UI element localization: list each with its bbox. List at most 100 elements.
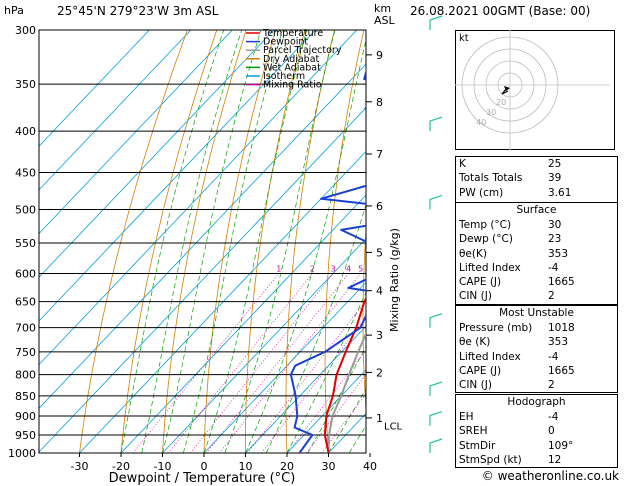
temperature-tick-label: 20: [280, 460, 294, 473]
surface-value: 2: [548, 290, 555, 303]
isotherm-line: [39, 30, 275, 278]
copyright-footer: © weatheronline.co.uk: [481, 469, 619, 483]
hodograph-trace: [501, 88, 509, 95]
index-label: PW (cm): [459, 186, 504, 199]
index-value: 3.61: [548, 186, 572, 199]
storm-motion-marker: [504, 86, 510, 91]
pressure-unit-label: hPa: [4, 4, 24, 17]
isotherm-line: [39, 107, 366, 453]
index-label: Totals Totals: [459, 172, 523, 185]
surface-value: 30: [548, 219, 562, 231]
surface-label: CIN (J): [459, 290, 492, 303]
mixing-ratio-line: [261, 317, 366, 453]
hodograph-ring-label: 20: [496, 98, 506, 107]
surface-row: CAPE (J) 1665: [456, 275, 617, 289]
hodograph-index-value: 12: [548, 453, 562, 466]
temperature-line: [323, 296, 366, 453]
wind-barb: [429, 15, 443, 30]
pressure-tick-label: 700: [15, 322, 36, 335]
pressure-tick-label: 500: [15, 203, 36, 216]
mixing-ratio-value-label: 4: [346, 265, 351, 274]
legend-label: Dry Adiabat: [263, 54, 320, 65]
wind-barb: [429, 194, 443, 210]
most-unstable-value: 1018: [548, 322, 575, 334]
mixing-ratio-line: [287, 349, 366, 453]
pressure-tick-label: 900: [15, 410, 36, 423]
km-tick-label: 8: [376, 96, 383, 109]
index-value: 25: [548, 158, 562, 170]
surface-row: CIN (J) 2: [456, 289, 617, 303]
wet-adiabat-line: [203, 30, 308, 453]
km-tick-label: 1: [376, 412, 383, 425]
surface-value: 1665: [548, 276, 575, 289]
isotherm-line: [79, 150, 366, 453]
index-row: PW (cm) 3.61: [456, 186, 617, 200]
most-unstable-label: CIN (J): [459, 379, 492, 392]
surface-row: θe(K) 353: [456, 247, 617, 261]
mixing-ratio-value-label: 3: [331, 265, 336, 274]
wet-adiabat-line: [182, 30, 283, 453]
surface-row: Dewp (°C) 23: [456, 232, 617, 246]
index-row: Totals Totals 39: [456, 171, 617, 185]
wind-barb: [429, 381, 443, 396]
most-unstable-row: Pressure (mb) 1018: [456, 321, 617, 335]
mixing-ratio-value-label: 2: [310, 265, 315, 274]
most-unstable-row: CAPE (J) 1665: [456, 364, 617, 378]
hodograph-index-box: Hodograph EH -4 SREH 0 StmDir 109° StmSpd (kt)…: [455, 394, 618, 469]
pressure-tick-label: 800: [15, 369, 36, 382]
mixing-ratio-line: [132, 273, 280, 453]
isotherm-line: [39, 30, 150, 147]
hodograph-index-value: 0: [548, 425, 555, 438]
most-unstable-box: Most Unstable Pressure (mb) 1018 θe (K) 353…: [455, 305, 618, 394]
dry-adiabat-line: [400, 30, 423, 453]
pressure-tick-label: 950: [15, 429, 36, 442]
km-unit-label: ASL: [374, 14, 396, 27]
wind-barb: [429, 313, 443, 328]
pressure-tick-label: 450: [15, 166, 36, 179]
most-unstable-value: 353: [548, 336, 569, 349]
legend-label: Mixing Ratio: [263, 80, 322, 91]
isotherm-line: [245, 325, 366, 453]
pressure-tick-label: 750: [15, 346, 36, 359]
most-unstable-row: CIN (J) 2: [456, 378, 617, 392]
most-unstable-value: 1665: [548, 364, 575, 377]
mixing-ratio-line: [306, 373, 366, 453]
wet-adiabat-line: [307, 345, 366, 453]
surface-label: Dewp (°C): [459, 233, 513, 246]
most-unstable-row: Lifted Index -4: [456, 350, 617, 364]
temperature-tick-label: 0: [201, 460, 208, 473]
surface-label: CAPE (J): [459, 276, 502, 289]
parcel-trajectory-line: [327, 331, 366, 453]
isotherm-line: [39, 63, 366, 409]
hodograph-index-row: EH -4: [456, 410, 617, 424]
hodograph-index-title: Hodograph: [507, 396, 566, 408]
legend-label: Wet Adiabat: [263, 62, 321, 73]
km-tick-label: 6: [376, 200, 383, 213]
isotherm-line: [39, 30, 233, 235]
hodograph-index-value: 109°: [548, 439, 574, 452]
surface-label: Lifted Index: [459, 261, 521, 274]
km-tick-label: 5: [376, 246, 383, 259]
mixing-ratio-line: [168, 273, 313, 453]
dewpoint-line: [289, 68, 366, 453]
surface-value: 23: [548, 233, 562, 246]
hodograph-unit-label: kt: [459, 33, 469, 44]
mixing-ratio-axis-label: Mixing Ratio (g/kg): [388, 228, 401, 332]
mixing-ratio-value-label: 5: [358, 265, 363, 274]
location-header: 25°45'N 279°23'W 3m ASL: [57, 4, 219, 18]
most-unstable-value: -4: [548, 350, 559, 363]
hodograph-index-row: StmDir 109°: [456, 439, 617, 453]
mixing-ratio-line: [321, 393, 366, 453]
most-unstable-value: 2: [548, 379, 555, 392]
km-tick-label: 9: [376, 49, 383, 62]
hodograph-index-label: StmDir: [459, 439, 496, 452]
wet-adiabat-line: [265, 203, 366, 453]
surface-row: Temp (°C) 30: [456, 218, 617, 232]
wind-barb: [429, 116, 443, 132]
pressure-tick-label: 650: [15, 296, 36, 309]
mixing-ratio-line: [190, 273, 334, 453]
wind-barb: [429, 411, 443, 426]
most-unstable-row: θe (K) 353: [456, 335, 617, 349]
wet-adiabat-line: [286, 291, 366, 453]
